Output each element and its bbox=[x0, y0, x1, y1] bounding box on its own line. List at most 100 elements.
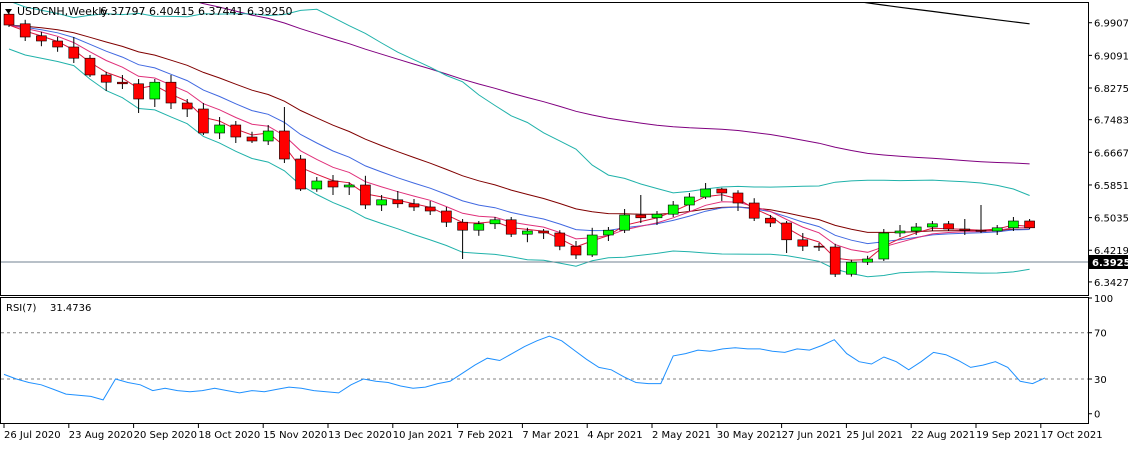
rsi-value: 31.4736 bbox=[50, 303, 91, 314]
candle bbox=[667, 201, 679, 217]
price-tick-label: 6.50350 bbox=[1094, 214, 1128, 225]
ma-purple-line bbox=[199, 3, 1030, 165]
candle bbox=[732, 190, 744, 211]
candle bbox=[441, 207, 452, 227]
bear-candle-body bbox=[279, 130, 290, 160]
price-tick-label: 6.34270 bbox=[1094, 278, 1128, 289]
candle bbox=[457, 219, 468, 259]
rsi-label: RSI(7) bbox=[6, 303, 37, 314]
candle bbox=[586, 227, 598, 257]
candle bbox=[635, 195, 647, 223]
bear-candle-body bbox=[19, 23, 31, 38]
time-tick-label: 23 Aug 2020 bbox=[69, 430, 133, 441]
candle bbox=[295, 155, 306, 191]
bull-candle-body bbox=[586, 234, 598, 256]
candle bbox=[943, 221, 954, 231]
bull-candle-body bbox=[667, 204, 679, 215]
candle bbox=[991, 225, 1003, 235]
indicator-lines bbox=[1, 3, 1088, 278]
bull-candle-body bbox=[376, 199, 387, 206]
current-price-badge bbox=[1089, 255, 1128, 269]
bear-candle-body bbox=[813, 245, 825, 248]
candle bbox=[878, 229, 890, 261]
bull-candle-body bbox=[862, 258, 873, 263]
bear-candle-body bbox=[781, 222, 792, 241]
bull-candle-body bbox=[311, 180, 323, 190]
time-axis: 26 Jul 2020 23 Aug 2020 20 Sep 2020 18 Oct … bbox=[3, 424, 1103, 441]
candle bbox=[19, 19, 31, 41]
candle bbox=[52, 37, 63, 52]
candle bbox=[262, 125, 274, 145]
bull-candle-body bbox=[894, 230, 906, 234]
time-tick-label: 15 Nov 2020 bbox=[263, 430, 327, 441]
bear-candle-body bbox=[84, 57, 96, 76]
candle bbox=[392, 191, 404, 208]
time-tick-label: 7 Feb 2021 bbox=[458, 430, 514, 441]
bear-candle-body bbox=[748, 202, 760, 219]
bear-candle-body bbox=[327, 180, 339, 188]
candle bbox=[927, 221, 938, 231]
candle bbox=[343, 182, 355, 195]
symbol-label: USDCNH,Weekly bbox=[17, 5, 108, 18]
rsi-tick-label: 100 bbox=[1094, 294, 1113, 305]
price-tick-label: 6.99070 bbox=[1094, 19, 1128, 30]
candle bbox=[117, 75, 128, 89]
bear-candle-body bbox=[505, 219, 517, 235]
candle bbox=[424, 201, 436, 215]
bull-candle-body bbox=[878, 232, 890, 260]
bear-candle-body bbox=[554, 232, 566, 247]
bear-candle-body bbox=[68, 46, 80, 59]
candlesticks bbox=[3, 13, 1035, 277]
candle bbox=[700, 183, 711, 199]
bear-candle-body bbox=[829, 246, 841, 275]
candle bbox=[813, 243, 825, 251]
bull-candle-body bbox=[991, 227, 1003, 232]
candle bbox=[651, 211, 663, 225]
candle bbox=[84, 55, 96, 77]
time-tick-label: 22 Aug 2021 bbox=[911, 430, 975, 441]
candle bbox=[68, 37, 80, 63]
bull-candle-body bbox=[651, 213, 663, 219]
bull-candle-body bbox=[262, 130, 274, 142]
dropdown-arrow-icon[interactable] bbox=[5, 9, 12, 14]
price-tick-label: 6.90910 bbox=[1094, 51, 1128, 62]
price-panel-frame bbox=[0, 2, 1089, 296]
bollinger-upper-line bbox=[12, 3, 1030, 196]
bear-candle-body bbox=[360, 184, 371, 206]
bear-candle-body bbox=[295, 158, 306, 190]
time-tick-label: 25 Jul 2021 bbox=[846, 430, 903, 441]
time-tick-label: 2 May 2021 bbox=[652, 430, 711, 441]
price-tick-label: 6.42190 bbox=[1094, 246, 1128, 257]
bull-candle-body bbox=[684, 196, 695, 206]
candle bbox=[684, 193, 695, 211]
candle bbox=[862, 255, 873, 265]
bull-candle-body bbox=[927, 223, 938, 228]
bull-candle-body bbox=[910, 226, 922, 232]
bear-candle-body bbox=[198, 108, 209, 134]
ma-pink-line bbox=[8, 24, 1030, 253]
bear-candle-body bbox=[133, 83, 144, 100]
rsi-tick-label: 0 bbox=[1094, 410, 1100, 421]
candle bbox=[1024, 219, 1035, 229]
candle bbox=[489, 217, 501, 229]
candle bbox=[522, 227, 533, 243]
price-axis: 6.99070 6.90910 6.82750 6.74830 6.66670 6.585… bbox=[1088, 19, 1128, 421]
time-tick-label: 7 Mar 2021 bbox=[522, 430, 579, 441]
bear-candle-body bbox=[392, 199, 404, 205]
time-tick-label: 26 Jul 2020 bbox=[4, 430, 61, 441]
candle bbox=[910, 223, 922, 235]
price-tick-label: 6.82750 bbox=[1094, 84, 1128, 95]
candle bbox=[765, 215, 776, 227]
candle bbox=[360, 175, 371, 209]
bear-candle-body bbox=[408, 203, 420, 208]
time-tick-label: 13 Dec 2020 bbox=[328, 430, 392, 441]
candle bbox=[781, 221, 792, 253]
candle bbox=[554, 230, 566, 251]
candle bbox=[100, 71, 112, 91]
candle bbox=[748, 198, 760, 221]
bear-candle-body bbox=[230, 124, 242, 138]
bear-candle-body bbox=[635, 214, 647, 219]
bull-candle-body bbox=[846, 261, 857, 275]
candle bbox=[165, 75, 177, 109]
candle bbox=[1008, 217, 1019, 231]
